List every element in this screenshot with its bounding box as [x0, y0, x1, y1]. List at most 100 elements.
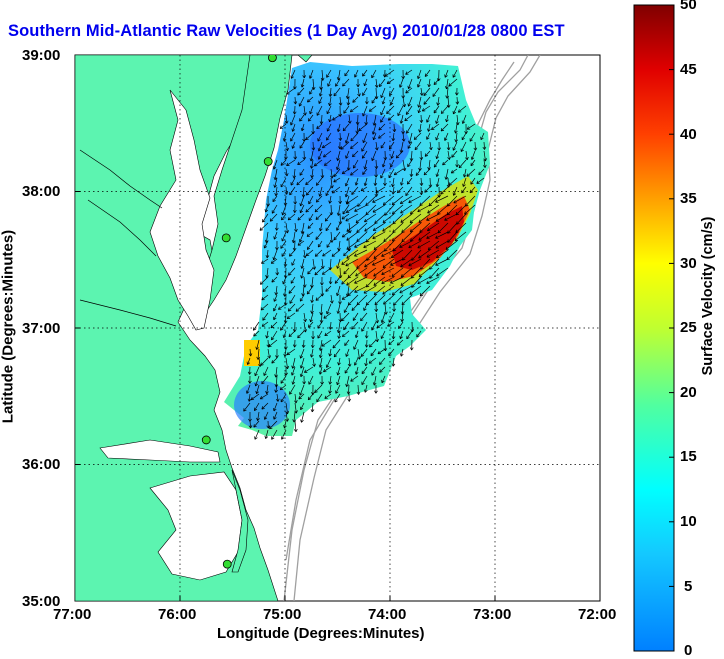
velocity-vector	[339, 132, 341, 141]
velocity-vector-head	[399, 353, 404, 357]
velocity-vector-head	[399, 335, 403, 340]
velocity-vector-head	[373, 182, 378, 186]
velocity-vector	[364, 177, 368, 186]
colorbar	[633, 4, 675, 652]
velocity-vector	[360, 186, 368, 192]
velocity-vector-head	[375, 147, 379, 151]
velocity-vector	[483, 141, 485, 150]
velocity-vector-head	[245, 390, 250, 394]
velocity-vector	[371, 366, 377, 376]
velocity-vector-head	[435, 199, 439, 203]
velocity-vector-head	[363, 166, 368, 170]
velocity-vector	[257, 411, 260, 421]
velocity-vector	[264, 411, 269, 420]
velocity-vector-head	[341, 296, 346, 300]
velocity-vector	[400, 195, 413, 204]
velocity-vector	[356, 231, 368, 242]
velocity-vector	[341, 312, 350, 322]
velocity-vector	[345, 348, 350, 357]
velocity-vector-head	[298, 103, 303, 107]
velocity-vector-head	[291, 365, 295, 369]
velocity-vector	[256, 384, 260, 394]
velocity-vector-head	[360, 353, 365, 357]
velocity-vector	[316, 393, 323, 403]
velocity-vector	[428, 159, 431, 170]
velocity-vector-head	[294, 400, 298, 404]
velocity-vector	[300, 357, 305, 369]
velocity-vector-head	[331, 253, 336, 257]
velocity-vector-head	[265, 254, 270, 259]
velocity-vector	[347, 267, 359, 279]
rappahannock-river	[87, 199, 157, 257]
velocity-vector-head	[454, 130, 458, 134]
velocity-vector	[417, 69, 422, 79]
velocity-vector	[466, 168, 476, 177]
velocity-vector	[305, 177, 314, 185]
velocity-vector	[294, 240, 296, 251]
velocity-vector-head	[435, 262, 439, 266]
velocity-vector	[374, 294, 386, 305]
velocity-vector	[329, 195, 332, 204]
velocity-vector-head	[336, 166, 340, 170]
velocity-vector	[371, 321, 377, 331]
velocity-vector	[378, 123, 386, 131]
velocity-vector	[388, 348, 395, 357]
velocity-vector	[337, 366, 341, 376]
velocity-vector	[320, 78, 323, 90]
velocity-vector-head	[364, 344, 369, 348]
velocity-vector	[281, 429, 287, 440]
velocity-vector	[351, 321, 359, 330]
velocity-vector	[346, 375, 350, 387]
velocity-vector-head	[346, 201, 350, 205]
velocity-vector	[303, 105, 306, 116]
velocity-vector	[261, 294, 269, 301]
velocity-vector	[319, 348, 323, 358]
velocity-vector	[317, 330, 323, 339]
velocity-vector	[356, 222, 368, 233]
velocity-vector	[301, 411, 305, 423]
velocity-vector-head	[371, 131, 376, 135]
velocity-vector	[382, 222, 395, 232]
velocity-vector	[390, 159, 395, 168]
xtick-label: 73:00	[473, 606, 512, 623]
velocity-vector	[345, 150, 350, 159]
velocity-vector	[261, 258, 269, 264]
velocity-vector	[362, 69, 368, 77]
velocity-vector	[417, 276, 431, 285]
velocity-vector-head	[363, 307, 367, 311]
velocity-vector-head	[254, 436, 258, 440]
velocity-vector	[258, 357, 261, 367]
velocity-vector-head	[445, 118, 449, 123]
colorbar-ticks	[669, 69, 674, 587]
velocity-vector	[380, 87, 386, 98]
velocity-vector-head	[461, 120, 466, 124]
velocity-vector	[265, 231, 269, 243]
velocity-vector-head	[444, 74, 448, 78]
velocity-vector	[395, 150, 404, 159]
velocity-vector	[311, 276, 314, 288]
velocity-vector	[334, 393, 341, 403]
velocity-vector-head	[351, 307, 355, 311]
velocity-vector	[341, 213, 350, 220]
velocity-vector	[436, 150, 440, 159]
velocity-vector	[338, 330, 341, 339]
velocity-vector-head	[392, 128, 397, 133]
velocity-vector	[311, 303, 314, 314]
velocity-vector	[345, 177, 350, 187]
velocity-vector	[382, 258, 395, 268]
velocity-vector-head	[246, 361, 251, 365]
velocity-vector	[361, 366, 368, 374]
velocity-vector-head	[298, 239, 303, 243]
velocity-vector	[435, 240, 449, 249]
velocity-vector-head	[308, 200, 312, 205]
velocity-vector-head	[330, 175, 334, 179]
velocity-vector-head	[363, 389, 368, 393]
velocity-vector-head	[455, 92, 459, 96]
velocity-vector	[453, 105, 458, 115]
velocity-vector-head	[303, 112, 307, 116]
velocity-vector	[316, 177, 323, 186]
velocity-vector-head	[252, 327, 257, 331]
velocity-vector-head	[480, 136, 484, 141]
velocity-vector-head	[256, 417, 260, 421]
velocity-vector-head	[372, 136, 376, 141]
